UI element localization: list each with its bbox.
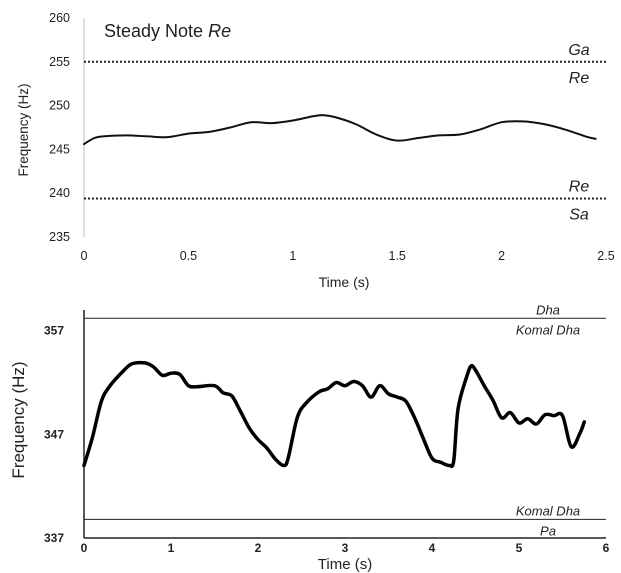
x-tick-label: 1 — [289, 249, 296, 263]
y-tick-label: 337 — [44, 531, 64, 545]
reference-label-below: Pa — [540, 523, 556, 538]
chart-1-x-ticks: 0 0.5 1 1.5 2 2.5 — [81, 249, 615, 263]
reference-label-below: Sa — [569, 206, 589, 223]
chart-1-series-line — [83, 114, 597, 146]
chart-2-x-ticks: 0 1 2 3 4 5 6 — [81, 541, 610, 555]
chart-1-reference-lines: Ga Re Re Sa — [84, 42, 606, 223]
x-tick-label: 0.5 — [180, 249, 197, 263]
x-tick-label: 4 — [429, 541, 436, 555]
chart-2-x-axis-label: Time (s) — [318, 556, 372, 573]
reference-label-below: Komal Dha — [516, 322, 580, 337]
chart-1-title: Steady Note Re — [104, 21, 231, 41]
x-tick-label: 2 — [498, 249, 505, 263]
x-tick-label: 1.5 — [389, 249, 406, 263]
chart-1-y-axis-label: Frequency (Hz) — [16, 83, 31, 176]
x-tick-label: 0 — [81, 249, 88, 263]
y-tick-label: 245 — [49, 142, 70, 156]
y-tick-label: 250 — [49, 99, 70, 113]
reference-label-above: Dha — [536, 302, 560, 317]
reference-label-above: Re — [569, 178, 590, 195]
y-tick-label: 347 — [44, 427, 64, 441]
x-tick-label: 0 — [81, 541, 88, 555]
x-tick-label: 2 — [255, 541, 262, 555]
x-tick-label: 5 — [516, 541, 523, 555]
x-tick-label: 6 — [603, 541, 610, 555]
reference-label-below: Re — [569, 70, 590, 87]
chart-2-y-ticks: 337 347 357 — [44, 324, 64, 545]
chart-1-x-axis-label: Time (s) — [319, 274, 370, 290]
chart-1: 235 240 245 250 255 260 0 0.5 1 1.5 2 2.5 Ga Re Re Sa… — [16, 11, 615, 290]
chart-2-series-line — [82, 360, 587, 469]
chart-2: 337 347 357 0 1 2 3 4 5 6 Dha Komal Dha Komal Dha P… — [9, 302, 610, 573]
y-tick-label: 260 — [49, 11, 70, 25]
x-tick-label: 1 — [168, 541, 175, 555]
x-tick-label: 3 — [342, 541, 349, 555]
reference-label-above: Ga — [568, 42, 589, 59]
y-tick-label: 235 — [49, 230, 70, 244]
y-tick-label: 357 — [44, 324, 64, 338]
reference-label-above: Komal Dha — [516, 503, 580, 518]
chart-2-reference-lines: Dha Komal Dha Komal Dha Pa — [84, 302, 606, 538]
x-tick-label: 2.5 — [597, 249, 614, 263]
y-tick-label: 240 — [49, 186, 70, 200]
chart-2-y-axis-label: Frequency (Hz) — [9, 361, 28, 478]
y-tick-label: 255 — [49, 55, 70, 69]
chart-1-y-ticks: 235 240 245 250 255 260 — [49, 11, 70, 244]
